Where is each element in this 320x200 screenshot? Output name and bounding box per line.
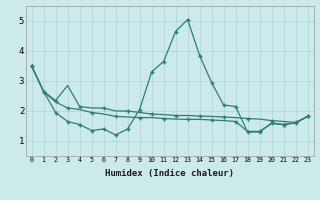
X-axis label: Humidex (Indice chaleur): Humidex (Indice chaleur) [105, 169, 234, 178]
